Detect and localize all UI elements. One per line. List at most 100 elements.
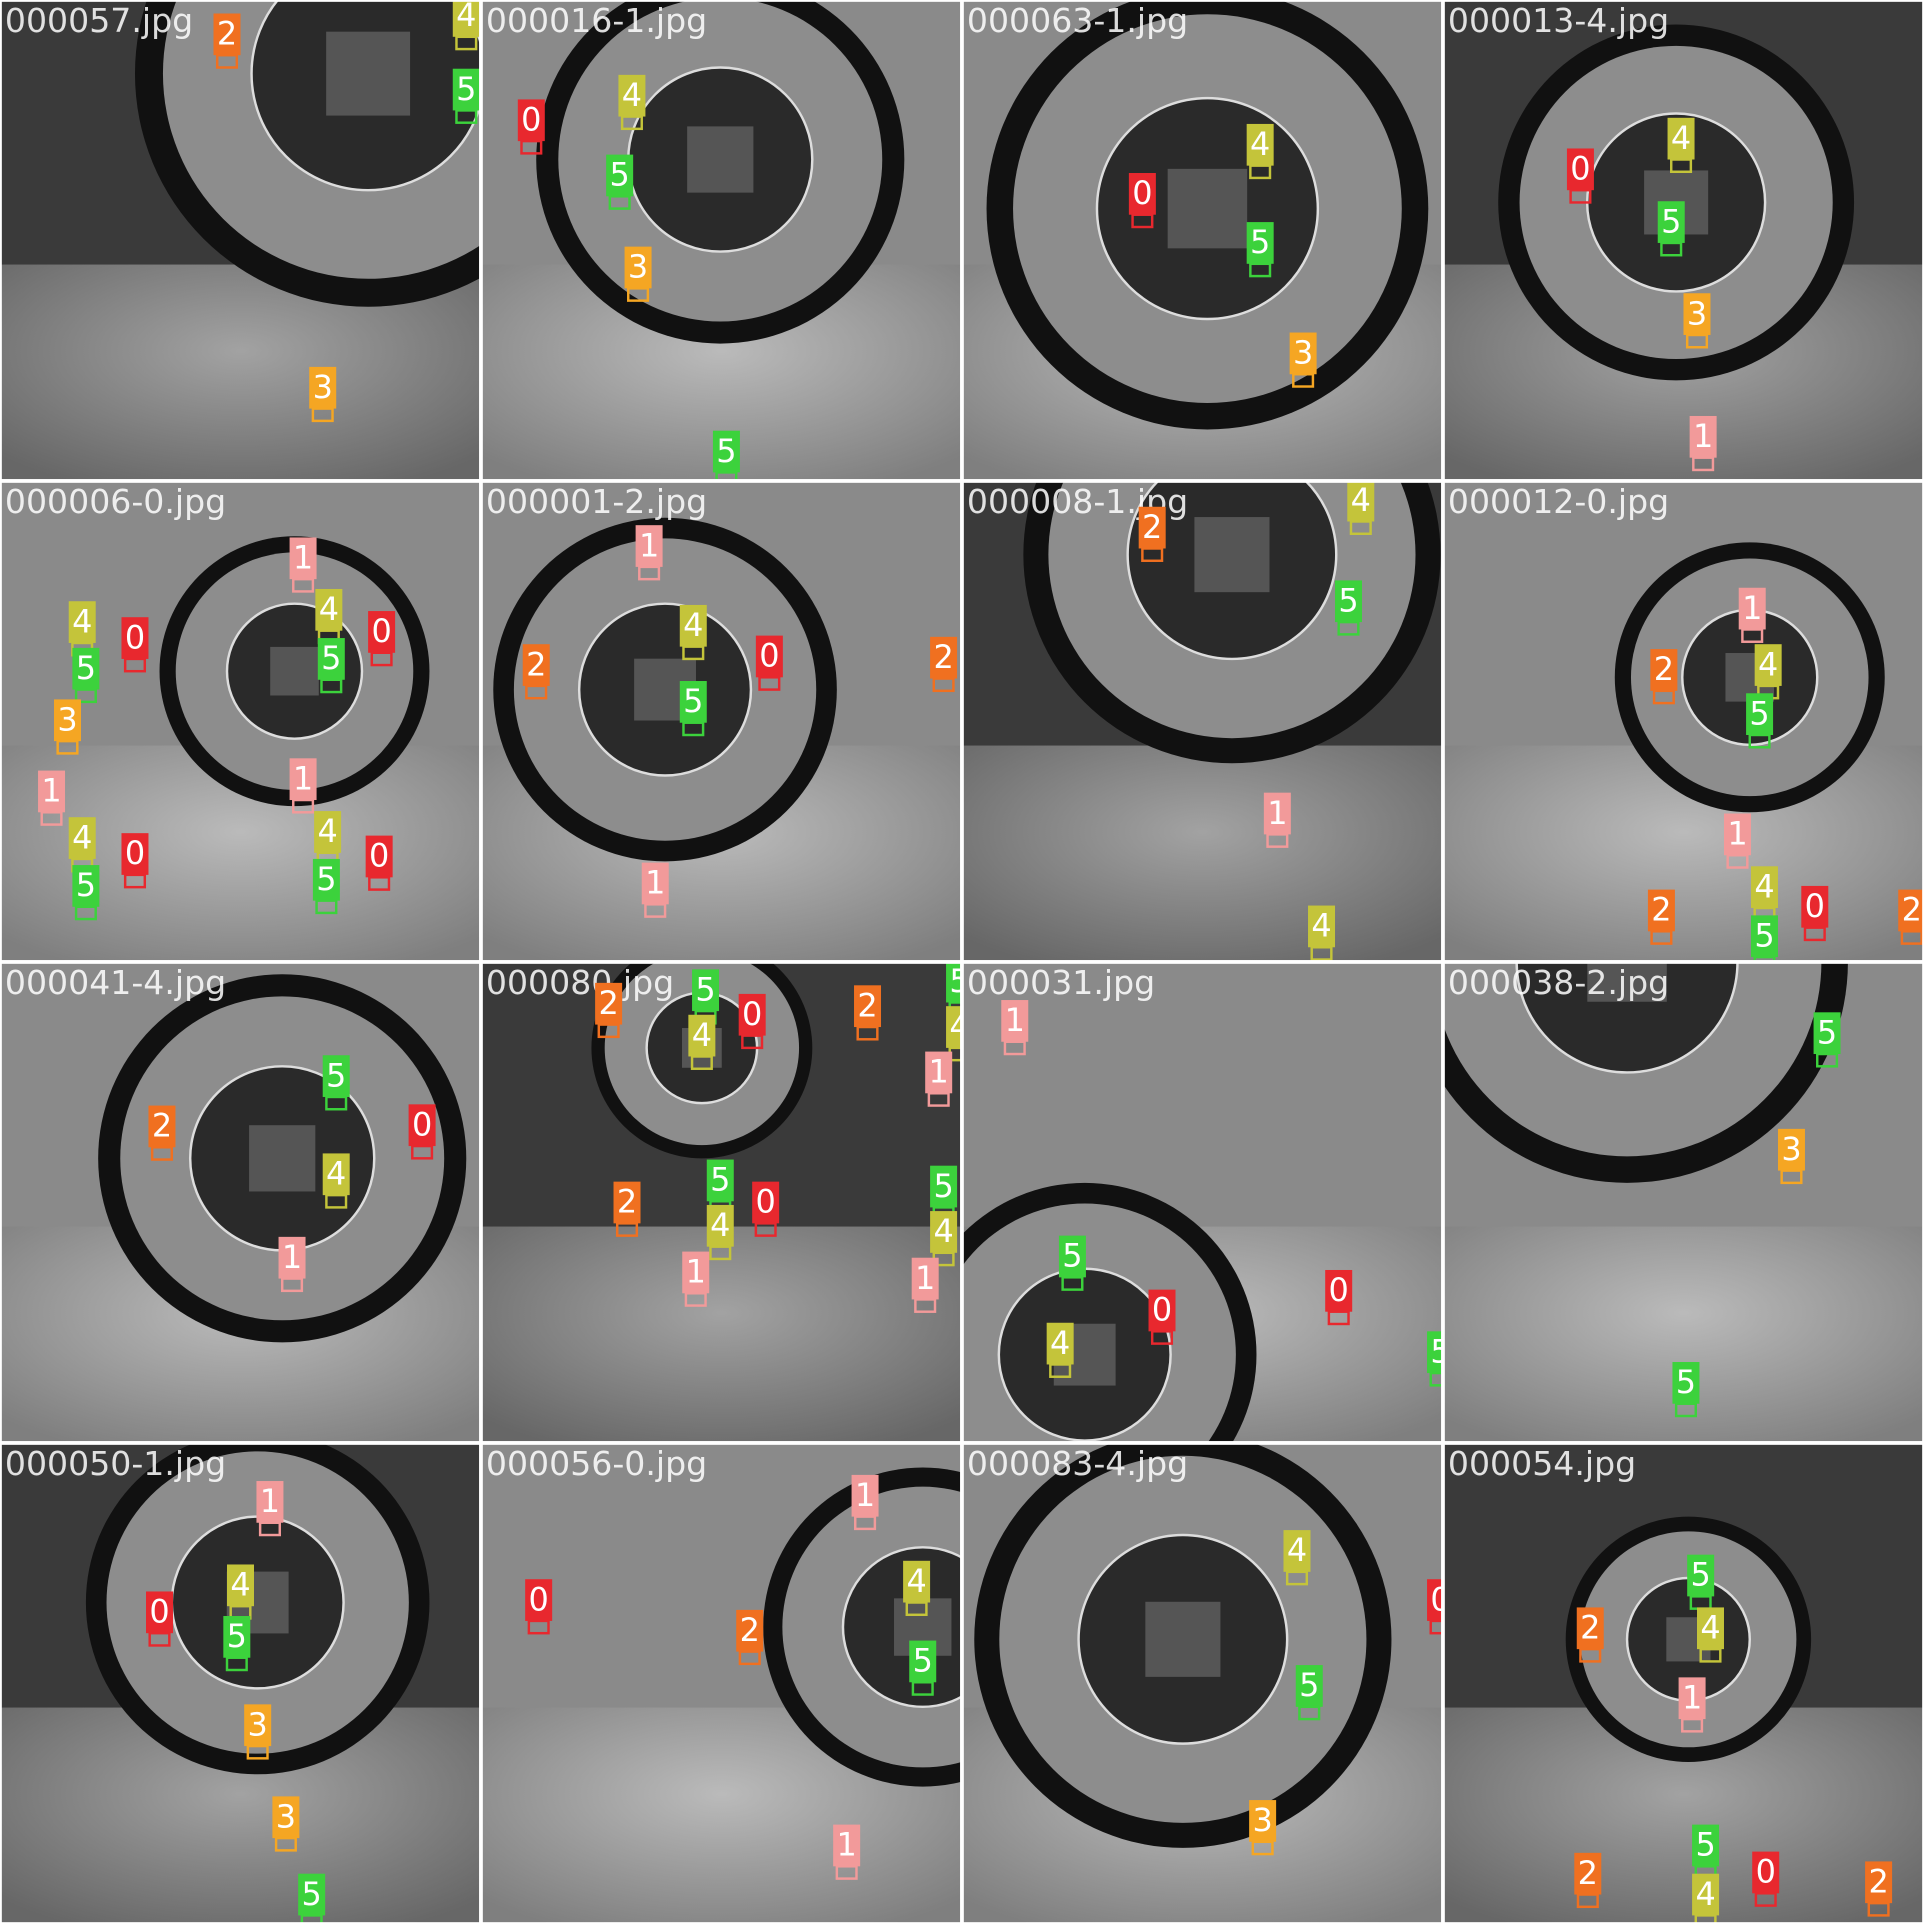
- tile-content: 000038-2.jpg 5 3 5: [1442, 961, 1924, 1443]
- bbox: [914, 1298, 937, 1313]
- tile: 000041-4.jpg 5 2 0 4 1: [0, 960, 483, 1445]
- bbox: [911, 1681, 934, 1696]
- class-label: 5: [913, 1642, 933, 1680]
- label-box: [1813, 1012, 1841, 1055]
- tile-name: 000083-4.jpg: [967, 1444, 1188, 1483]
- bbox: [292, 577, 315, 593]
- chip: [1587, 961, 1667, 1002]
- label-box: [452, 68, 480, 111]
- bbox: [1327, 1310, 1350, 1326]
- bbox: [627, 287, 650, 302]
- class-label: 3: [1293, 334, 1313, 372]
- label-box: [1283, 1530, 1311, 1572]
- label-box: [452, 0, 480, 37]
- label-box: [854, 985, 882, 1028]
- label-box: [618, 74, 646, 117]
- class-label: 5: [302, 1875, 322, 1913]
- bbox: [148, 1631, 171, 1647]
- bbox: [1429, 1371, 1443, 1387]
- class-label: 0: [759, 637, 779, 675]
- bbox: [455, 109, 478, 124]
- bbox: [1900, 930, 1923, 945]
- class-label: 4: [622, 76, 642, 114]
- tile-name: 000031.jpg: [967, 963, 1155, 1002]
- class-label: 5: [321, 639, 341, 677]
- label-box: [1750, 915, 1778, 958]
- label-box: [1687, 1554, 1715, 1597]
- label-box: [289, 537, 317, 580]
- tile-content: 000050-1.jpg 1 4 0 5 3 3 5: [0, 1442, 481, 1924]
- class-label: 1: [1742, 589, 1762, 627]
- label-box: [903, 1560, 931, 1603]
- label-box: [244, 1704, 272, 1747]
- tile-content: 000001-2.jpg 1 4 2 0 5 2 1: [481, 481, 962, 962]
- label-box: [1263, 792, 1291, 835]
- class-label: 2: [1902, 891, 1922, 929]
- bbox: [1310, 946, 1333, 961]
- class-label: 5: [76, 649, 96, 687]
- label-box: [606, 154, 634, 197]
- label-box: [641, 862, 669, 905]
- bbox: [1337, 620, 1360, 636]
- label-box: [1696, 1607, 1724, 1650]
- label-box: [679, 681, 707, 723]
- class-label: 3: [276, 1797, 296, 1835]
- class-label: 5: [610, 156, 630, 194]
- bbox: [709, 1245, 732, 1261]
- bbox: [525, 684, 548, 700]
- class-label: 2: [1654, 650, 1674, 688]
- label-box: [1650, 649, 1678, 691]
- class-label: 5: [227, 1617, 247, 1655]
- bbox: [274, 1836, 297, 1852]
- class-label: 5: [76, 866, 96, 904]
- class-label: 0: [1570, 150, 1590, 188]
- bbox: [754, 1222, 777, 1237]
- label-box: [1672, 1362, 1700, 1404]
- class-label: 0: [125, 618, 145, 656]
- label-box: [688, 1014, 716, 1057]
- class-label: 4: [1695, 1875, 1715, 1913]
- bbox: [758, 676, 781, 691]
- class-label: 5: [1695, 1826, 1715, 1864]
- bbox: [1131, 213, 1154, 229]
- label-box: [72, 865, 100, 907]
- bbox: [1349, 520, 1372, 535]
- label-box: [1058, 1235, 1086, 1278]
- label-box: [1678, 1677, 1706, 1720]
- tile-name: 000063-1.jpg: [967, 1, 1188, 40]
- label-box: [595, 982, 623, 1025]
- bbox: [690, 1055, 713, 1070]
- label-box: [930, 1165, 958, 1208]
- class-label: 2: [933, 638, 953, 676]
- class-label: 1: [1267, 794, 1287, 832]
- tile: 000050-1.jpg 1 4 0 5 3 3 5: [0, 1441, 483, 1924]
- tile: 000057.jpg 2 4 5 3: [0, 0, 483, 483]
- class-label: 1: [1693, 417, 1713, 455]
- label-box: [317, 638, 345, 680]
- label-box: [146, 1591, 174, 1634]
- class-label: 2: [617, 1183, 637, 1221]
- tile-name: 000080.jpg: [486, 963, 674, 1002]
- bbox: [1061, 1276, 1084, 1291]
- class-label: 4: [1671, 119, 1691, 157]
- class-label: 0: [742, 995, 762, 1033]
- bbox: [300, 1914, 323, 1924]
- chip: [326, 31, 411, 116]
- bbox: [215, 53, 239, 69]
- tile-content: 000083-4.jpg 4 0 5 3: [962, 1442, 1443, 1924]
- class-label: 5: [326, 1056, 346, 1094]
- label-box: [1738, 587, 1766, 630]
- tile-name: 000006-0.jpg: [5, 482, 226, 521]
- class-label: 5: [456, 70, 476, 108]
- bbox: [40, 811, 63, 826]
- bbox: [1867, 1901, 1890, 1917]
- bbox: [280, 1277, 304, 1293]
- class-label: 4: [1311, 907, 1331, 945]
- bbox: [1003, 1040, 1026, 1056]
- label-box: [1128, 173, 1156, 215]
- bbox: [1699, 1647, 1722, 1663]
- class-label: 2: [1580, 1609, 1600, 1647]
- label-box: [1754, 644, 1782, 686]
- metal-plate: [1443, 1226, 1924, 1443]
- label-box: [682, 1251, 710, 1294]
